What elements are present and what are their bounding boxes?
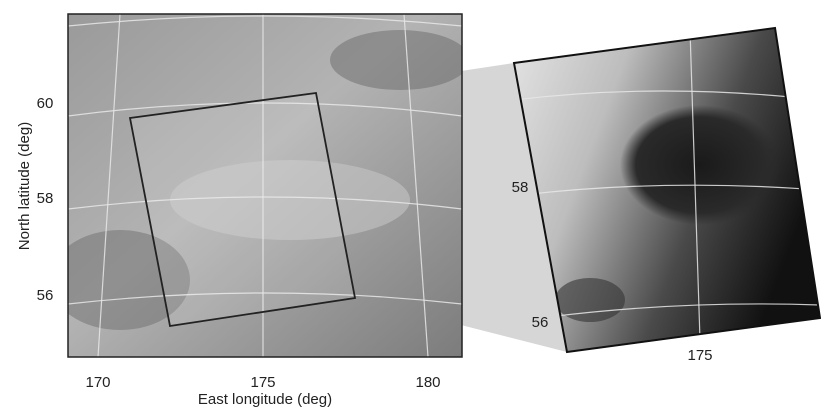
x-tick-label: 175 [250,374,275,391]
figure: 60 58 56 170 175 180 East longitude (deg… [0,0,821,410]
lat-tick-label: 56 [532,314,549,331]
x-axis-label: East longitude (deg) [198,391,332,408]
y-tick-label: 56 [37,287,54,304]
x-tick-label: 180 [415,374,440,391]
y-tick-label: 60 [37,95,54,112]
inset-box [130,93,355,326]
lat-tick-label: 58 [512,179,529,196]
x-tick-label: 170 [85,374,110,391]
lon-tick-label: 175 [687,347,712,364]
y-tick-label: 58 [37,190,54,207]
cloud [330,30,470,90]
eddy [620,105,780,225]
y-axis-label: North latitude (deg) [16,122,33,250]
